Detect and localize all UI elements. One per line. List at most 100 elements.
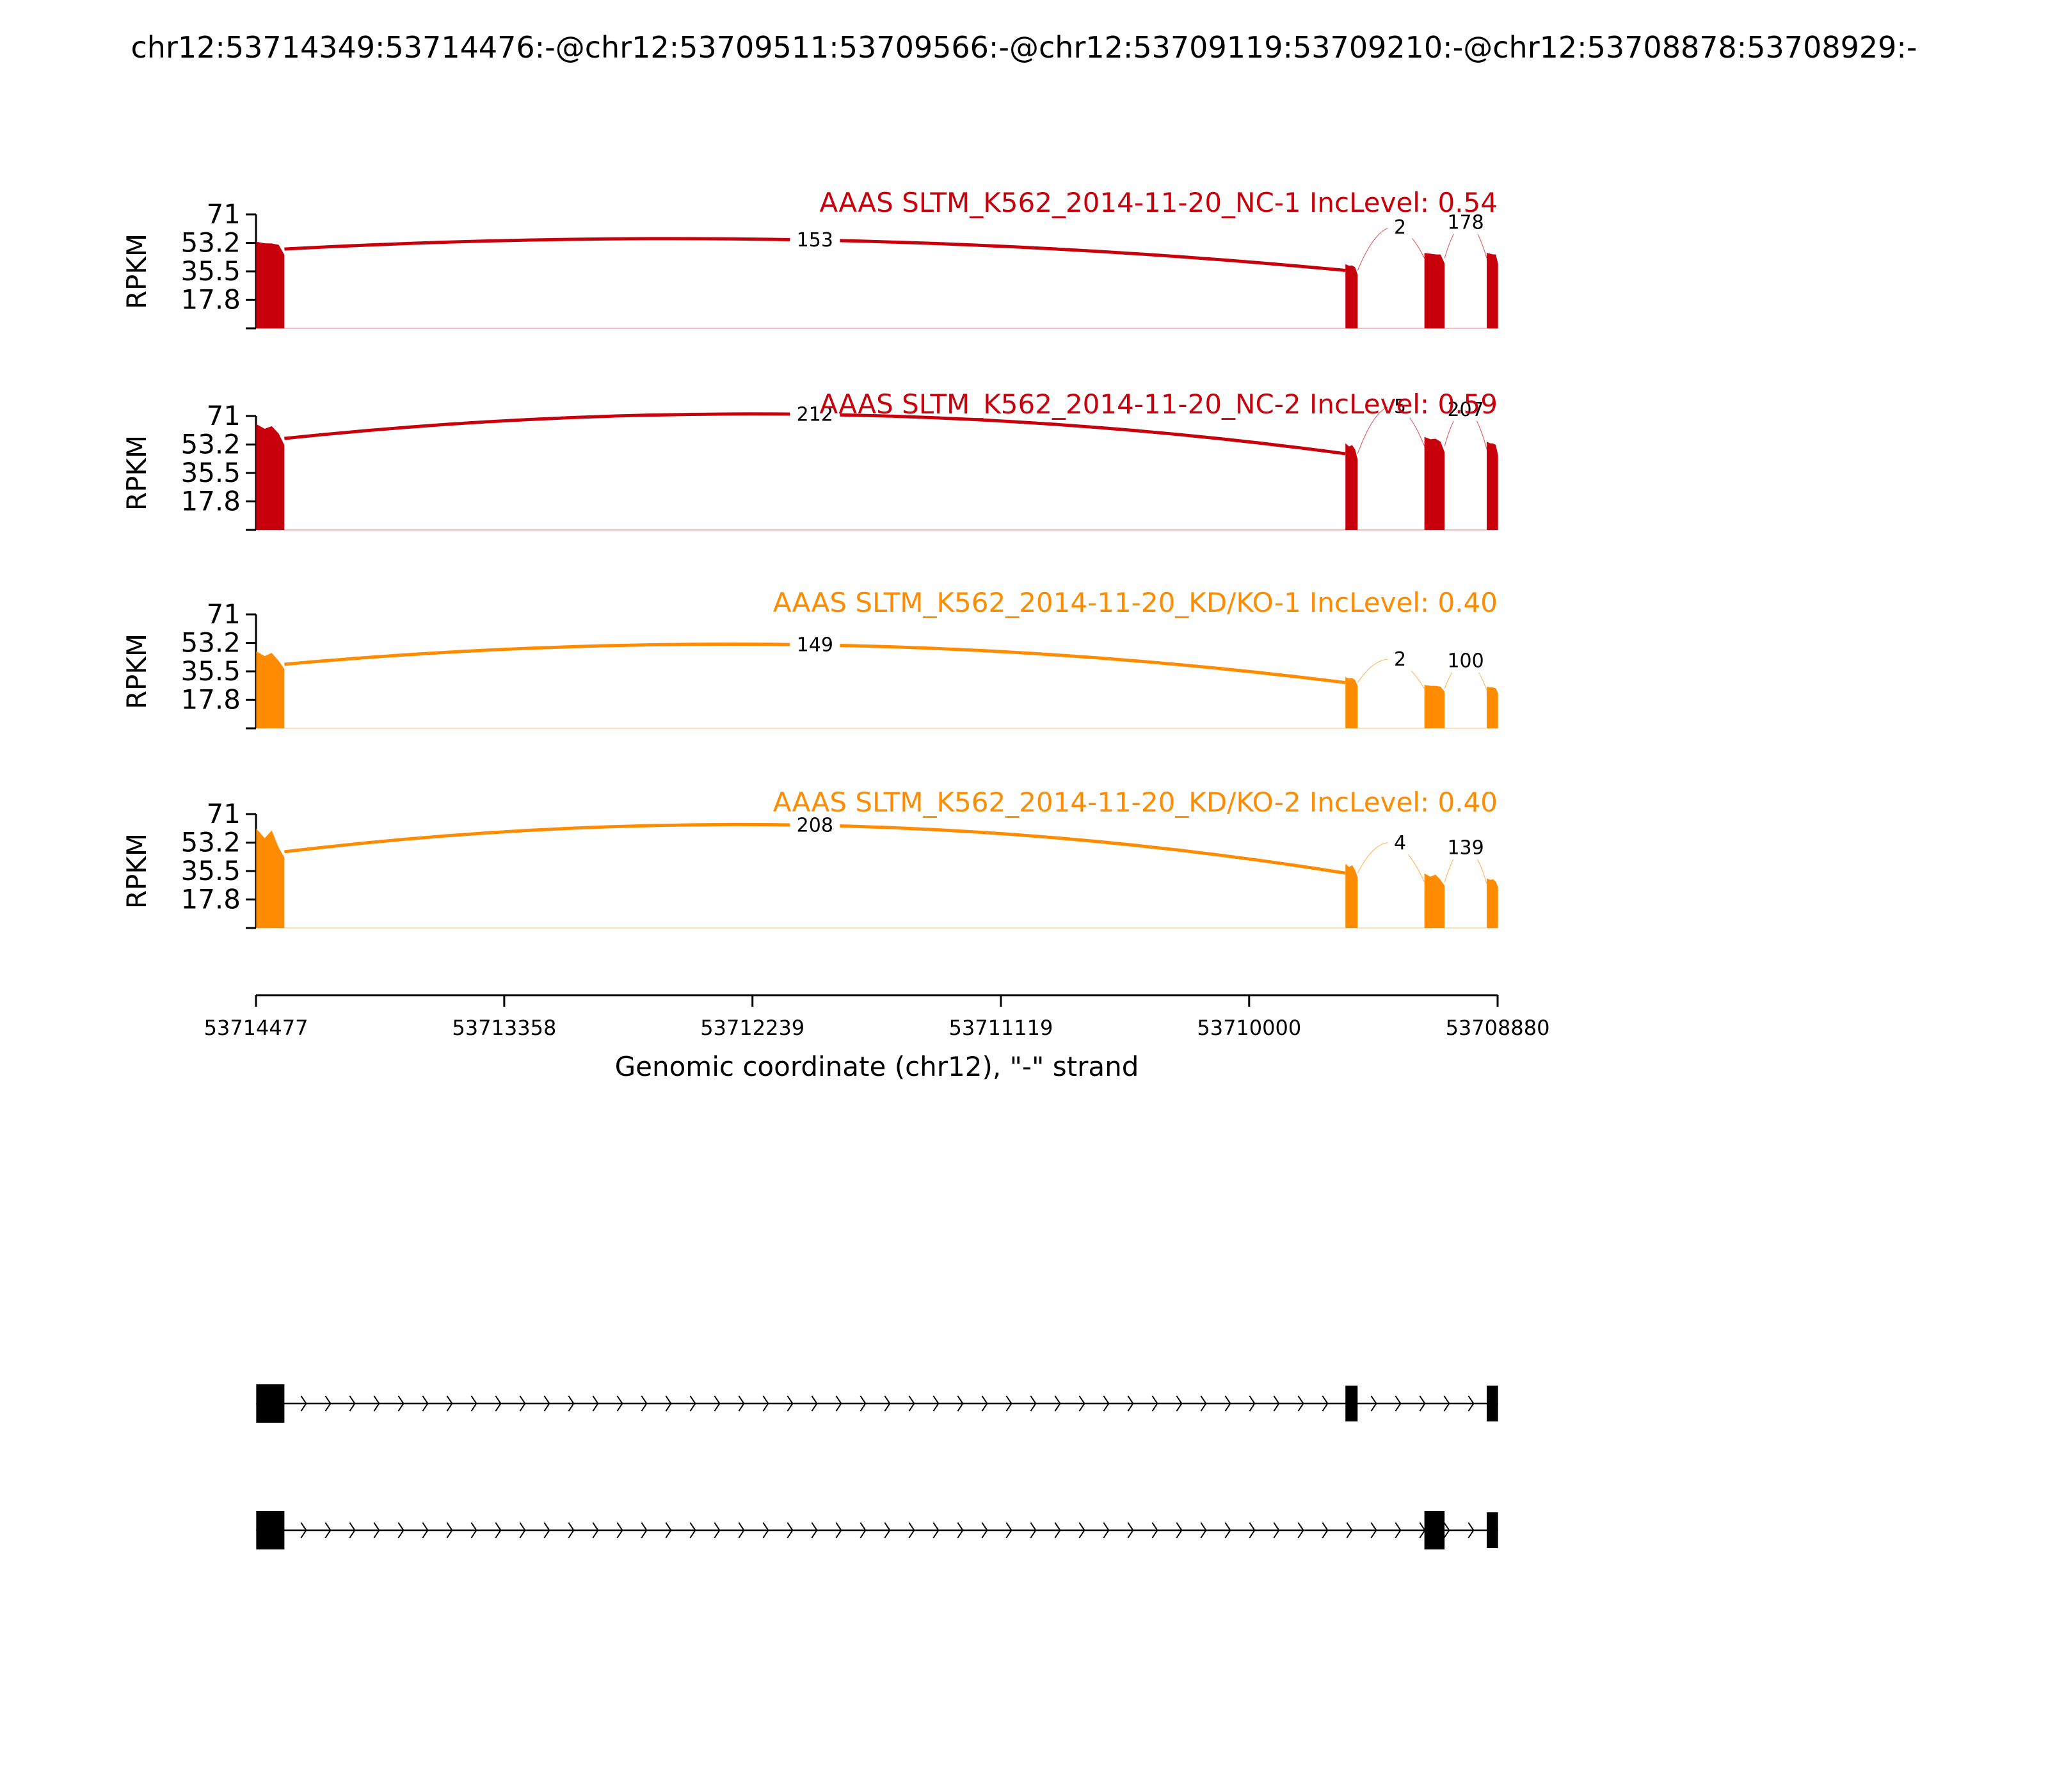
junction-label-bg: [1388, 834, 1412, 855]
strand-arrow: [1127, 1395, 1134, 1412]
strand-arrow: [1054, 1395, 1061, 1412]
strand-arrow: [592, 1395, 599, 1412]
strand-arrow: [1200, 1522, 1207, 1539]
y-tick-label: 71: [207, 198, 241, 230]
exon-coverage: [1487, 878, 1498, 928]
junction-count-label: 153: [797, 229, 833, 252]
strand-arrow: [495, 1395, 502, 1412]
strand-arrow: [1370, 1395, 1377, 1412]
strand-arrow: [884, 1522, 891, 1539]
strand-arrow: [908, 1522, 915, 1539]
strand-arrow: [470, 1395, 477, 1412]
junction-label-bg: [1388, 218, 1412, 239]
y-axis-label: RPKM: [121, 435, 152, 511]
y-tick-label: 53.2: [180, 429, 241, 460]
junction-count-label: 2: [1394, 216, 1406, 239]
strand-arrow: [641, 1395, 648, 1412]
junction-label-bg: [790, 405, 840, 426]
y-tick-label: 53.2: [180, 227, 241, 259]
y-tick-label: 35.5: [180, 855, 241, 886]
strand-arrow: [422, 1522, 429, 1539]
strand-arrow: [446, 1522, 453, 1539]
strand-arrow: [884, 1395, 891, 1412]
exon-coverage: [1487, 253, 1498, 328]
y-tick-label: 17.8: [180, 485, 241, 516]
strand-arrow: [835, 1522, 842, 1539]
strand-arrow: [300, 1522, 307, 1539]
strand-arrow: [397, 1522, 404, 1539]
strand-arrow: [324, 1395, 332, 1412]
exon-coverage: [1424, 685, 1445, 728]
exon-coverage: [1487, 442, 1498, 530]
exon-coverage: [1424, 253, 1445, 328]
strand-arrow: [568, 1522, 575, 1539]
y-axis-label: RPKM: [121, 833, 152, 909]
exon-block: [1345, 1386, 1358, 1421]
track-title: AAAS SLTM_K562_2014-11-20_NC-1 IncLevel:…: [820, 187, 1498, 218]
strand-arrow: [957, 1395, 964, 1412]
strand-arrow: [300, 1395, 307, 1412]
strand-arrow: [811, 1395, 818, 1412]
strand-arrow: [349, 1395, 356, 1412]
strand-arrow: [1249, 1522, 1256, 1539]
junction-count-label: 178: [1447, 212, 1484, 234]
x-tick-label: 53712239: [700, 1016, 804, 1040]
strand-arrow: [519, 1522, 526, 1539]
strand-arrow: [446, 1395, 453, 1412]
isoform-model: [256, 1511, 1498, 1549]
y-axis-label: RPKM: [121, 234, 152, 309]
exon-block: [1424, 1511, 1445, 1549]
strand-arrow: [738, 1395, 745, 1412]
isoform-models: [256, 1384, 1498, 1549]
strand-arrow: [932, 1522, 940, 1539]
strand-arrow: [860, 1522, 867, 1539]
strand-arrow: [1103, 1522, 1110, 1539]
strand-arrow: [665, 1522, 672, 1539]
strand-arrow: [738, 1522, 745, 1539]
exon-coverage: [256, 241, 285, 328]
strand-arrow: [714, 1522, 721, 1539]
junction-count-label: 2: [1394, 648, 1406, 671]
strand-arrow: [616, 1522, 623, 1539]
strand-arrow: [543, 1522, 550, 1539]
junction-label-bg: [790, 231, 840, 252]
junction-count-label: 139: [1447, 837, 1484, 860]
strand-arrow: [1200, 1395, 1207, 1412]
exon-coverage: [1345, 676, 1358, 728]
strand-arrow: [543, 1395, 550, 1412]
exon-coverage: [256, 424, 285, 530]
y-tick-label: 35.5: [180, 655, 241, 687]
strand-arrow: [1151, 1395, 1158, 1412]
exon-block: [256, 1384, 285, 1423]
junction-label-bg: [1441, 400, 1491, 421]
strand-arrow: [689, 1395, 696, 1412]
strand-arrow: [1176, 1395, 1183, 1412]
junction-label-bg: [1388, 397, 1412, 418]
strand-arrow: [811, 1522, 818, 1539]
y-tick-label: 17.8: [180, 284, 241, 315]
strand-arrow: [1443, 1395, 1450, 1412]
strand-arrow: [1249, 1395, 1256, 1412]
x-axis: 53714477 53713358 53712239 53711119 53710000…: [204, 994, 1549, 1082]
strand-arrow: [616, 1395, 623, 1412]
strand-arrow: [1468, 1522, 1475, 1539]
strand-arrow: [1395, 1395, 1402, 1412]
exon-coverage: [1424, 436, 1445, 530]
strand-arrow: [787, 1522, 794, 1539]
junction-count-label: 100: [1447, 650, 1484, 673]
exon-coverage: [1345, 863, 1358, 928]
y-tick-label: 53.2: [180, 827, 241, 858]
exon-coverage: [256, 828, 285, 928]
strand-arrow: [981, 1522, 988, 1539]
strand-arrow: [860, 1395, 867, 1412]
strand-arrow: [1151, 1522, 1158, 1539]
x-tick-label: 53711119: [948, 1016, 1053, 1040]
junction-count-label: 5: [1394, 396, 1406, 418]
strand-arrow: [762, 1395, 769, 1412]
exon-block: [256, 1511, 285, 1549]
strand-arrow: [1322, 1395, 1329, 1412]
